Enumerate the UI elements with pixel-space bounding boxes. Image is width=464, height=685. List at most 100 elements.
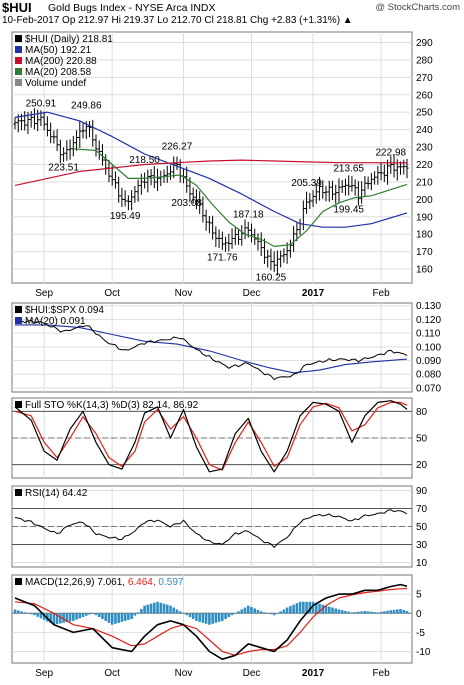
macd-histogram-bar	[263, 612, 266, 614]
macd-histogram-bar	[94, 613, 98, 616]
macd-legend-value: 0.597	[156, 577, 184, 588]
macd-histogram-bar	[204, 613, 208, 624]
macd-histogram-bar	[39, 613, 43, 619]
macd-histogram-bar	[127, 613, 130, 620]
macd-histogram-bar	[149, 603, 153, 614]
sto-ytick-label: 80	[416, 407, 428, 418]
macd-legend-swatch	[15, 578, 22, 585]
price-ytick-label: 260	[416, 90, 433, 101]
price-legend-swatch	[15, 68, 22, 75]
price-ytick-label: 170	[416, 247, 433, 258]
macd-histogram-bar	[84, 613, 88, 616]
macd-histogram-bar	[198, 613, 201, 622]
macd-histogram-bar	[350, 612, 354, 614]
price-annotation: 203.08	[171, 198, 202, 209]
macd-histogram-bar	[363, 610, 367, 614]
price-ytick-label: 270	[416, 73, 433, 84]
ratio-ytick-label: 0.080	[416, 370, 441, 381]
macd-histogram-bar	[240, 609, 244, 614]
price-annotation: 223.51	[48, 162, 79, 173]
macd-histogram-bar	[156, 601, 159, 614]
price-ytick-label: 240	[416, 125, 433, 136]
macd-histogram-bar	[217, 613, 221, 622]
price-annotation: 226.27	[162, 142, 193, 153]
x-tick-label: Feb	[372, 288, 390, 299]
macd-histogram-bar	[234, 613, 237, 614]
macd-histogram-bar	[208, 613, 211, 625]
macd-histogram-bar	[357, 611, 360, 614]
ratio-panel-frame	[11, 302, 413, 393]
macd-histogram-bar	[337, 609, 341, 614]
x-tick-label: Sep	[35, 288, 53, 299]
macd-histogram-bar	[178, 611, 182, 614]
price-ytick-label: 200	[416, 195, 433, 206]
macd-histogram-bar	[308, 601, 312, 614]
macd-histogram-bar	[68, 613, 72, 622]
macd-histogram-bar	[117, 613, 120, 623]
quote-line: 10-Feb-2017 Op 212.97 Hi 219.37 Lo 212.7…	[2, 15, 353, 26]
ratio-ytick-label: 0.120	[416, 315, 441, 326]
macd-histogram-bar	[266, 613, 269, 614]
macd-histogram-bar	[331, 607, 334, 614]
macd-histogram-bar	[130, 613, 133, 619]
rsi-ytick-label: 10	[416, 558, 428, 569]
x-tick-label: Oct	[104, 288, 120, 299]
x-tick-label: 2017	[302, 288, 325, 299]
rsi-legend-swatch	[15, 489, 22, 496]
macd-histogram-bar	[314, 602, 318, 614]
macd-histogram-bar	[107, 613, 111, 623]
x-tick-label: Dec	[243, 288, 261, 299]
price-legend-label: $HUI (Daily) 218.81	[25, 34, 113, 45]
macd-histogram-bar	[172, 607, 176, 614]
rsi-ytick-label: 50	[416, 522, 428, 533]
macd-legend-value: 6.464,	[125, 577, 156, 588]
sto-ytick-label: 50	[416, 434, 428, 445]
ratio-legend-swatch	[15, 306, 22, 313]
macd-histogram-bar	[379, 611, 383, 614]
macd-histogram-bar	[253, 608, 257, 614]
macd-histogram-bar	[340, 610, 344, 614]
macd-histogram-bar	[146, 604, 150, 614]
macd-histogram-bar	[52, 613, 56, 625]
x-tick-label-bottom: Sep	[35, 668, 53, 679]
macd-histogram-bar	[65, 613, 69, 623]
macd-histogram-bar	[162, 603, 166, 614]
x-tick-label: Nov	[175, 288, 193, 299]
macd-histogram-bar	[72, 613, 75, 621]
macd-histogram-bar	[214, 613, 218, 623]
price-legend-label: MA(50) 192.21	[25, 45, 92, 56]
macd-histogram-bar	[188, 613, 192, 618]
price-annotation: 171.76	[207, 253, 238, 264]
macd-histogram-bar	[282, 609, 286, 614]
sto-d-line	[14, 401, 408, 471]
macd-histogram-bar	[185, 613, 188, 616]
price-legend-swatch	[15, 57, 22, 64]
price-annotation: 213.65	[333, 164, 364, 175]
x-tick-label-bottom: Oct	[104, 668, 120, 679]
macd-histogram-bar	[211, 613, 214, 624]
macd-histogram-bar	[272, 613, 276, 616]
rsi-ytick-label: 90	[416, 486, 428, 497]
x-tick-label-bottom: 2017	[302, 668, 325, 679]
macd-histogram-bar	[399, 609, 402, 614]
macd-histogram-bar	[389, 610, 393, 614]
price-ytick-label: 280	[416, 55, 433, 66]
macd-histogram-bar	[402, 610, 406, 614]
macd-histogram-bar	[114, 613, 117, 624]
price-annotation: 218.50	[129, 155, 160, 166]
macd-histogram-bar	[140, 608, 143, 614]
price-legend-label: MA(200) 220.88	[25, 56, 97, 67]
price-legend-swatch	[15, 46, 22, 53]
macd-histogram-bar	[59, 613, 62, 624]
macd-histogram-bar	[97, 613, 101, 618]
price-annotation: 250.91	[26, 99, 57, 110]
price-ytick-label: 160	[416, 265, 433, 276]
macd-histogram-bar	[276, 613, 279, 614]
macd-ytick-label: 5	[416, 590, 422, 601]
price-annotation: 187.18	[233, 210, 264, 221]
x-tick-label-bottom: Feb	[372, 668, 390, 679]
price-ytick-label: 220	[416, 160, 433, 171]
price-annotation: 222.98	[376, 147, 407, 158]
macd-histogram-bar	[101, 613, 104, 619]
